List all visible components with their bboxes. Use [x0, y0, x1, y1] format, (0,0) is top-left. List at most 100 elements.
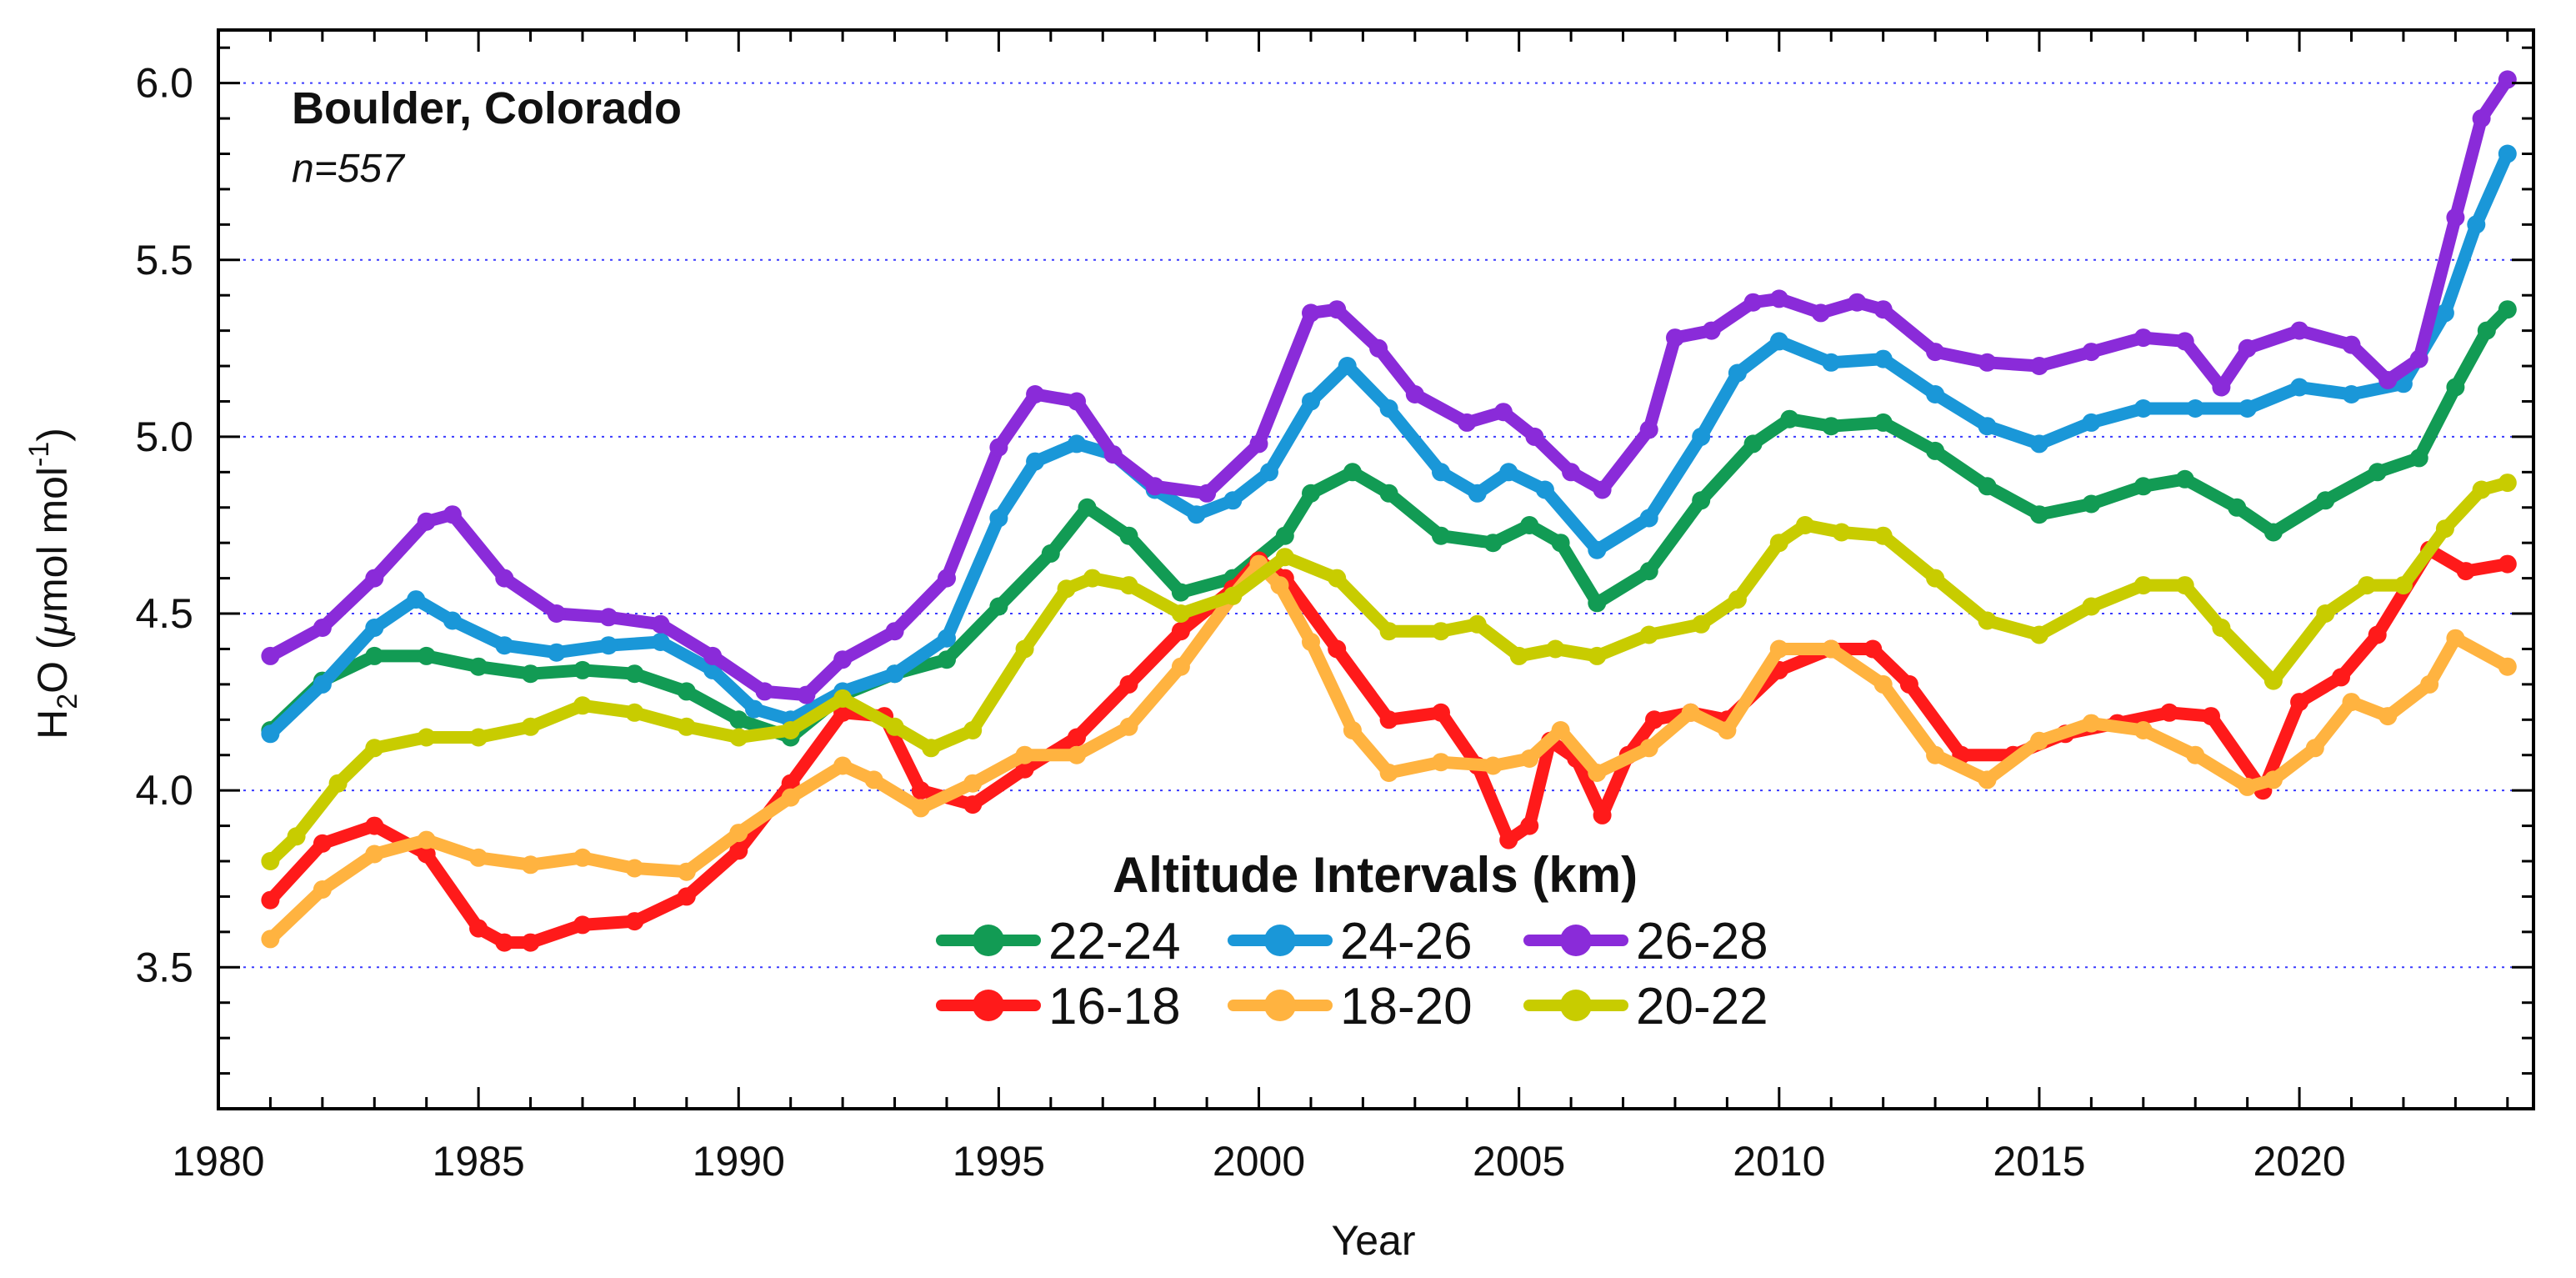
data-point	[1432, 622, 1450, 641]
data-point	[365, 844, 384, 864]
data-point	[2332, 668, 2350, 687]
data-point	[2082, 343, 2101, 362]
data-point	[1546, 639, 1565, 659]
data-point	[1702, 321, 1721, 340]
data-point	[703, 646, 723, 665]
data-point	[625, 859, 644, 878]
data-point	[1198, 484, 1217, 503]
data-point	[2498, 144, 2517, 163]
legend: Altitude Intervals (km) 22-24 24-26 26-28 1…	[936, 847, 1768, 1035]
data-point	[989, 597, 1008, 616]
data-point	[1978, 770, 1997, 789]
data-point	[261, 890, 280, 910]
data-point	[1588, 646, 1607, 665]
data-point	[1728, 363, 1747, 383]
data-point	[1432, 703, 1450, 722]
x-tick-label: 1985	[433, 1138, 525, 1185]
data-point	[1743, 434, 1763, 454]
data-point	[2238, 338, 2257, 358]
data-point	[1171, 657, 1190, 676]
data-point	[2175, 576, 2194, 595]
data-point	[2498, 70, 2517, 89]
data-point	[2202, 707, 2220, 726]
series-line	[263, 558, 2514, 945]
data-point	[313, 880, 332, 899]
data-point	[2305, 739, 2324, 758]
data-point	[729, 710, 748, 729]
data-point	[1978, 417, 1997, 436]
data-point	[729, 841, 748, 860]
data-point	[2472, 480, 2491, 499]
data-point	[2498, 554, 2517, 574]
data-point	[1119, 717, 1138, 736]
x-tick-label: 2000	[1213, 1138, 1305, 1185]
data-point	[729, 824, 748, 843]
data-point	[1926, 441, 1945, 460]
data-point	[1015, 745, 1034, 764]
data-point	[938, 650, 956, 669]
data-point	[1551, 534, 1570, 553]
data-point	[1728, 590, 1747, 609]
data-point	[1499, 830, 1518, 849]
data-point	[2029, 731, 2048, 750]
data-point	[599, 608, 618, 627]
data-point	[2029, 357, 2048, 375]
data-point	[2133, 477, 2153, 496]
data-point	[2368, 463, 2387, 482]
data-point	[365, 816, 384, 835]
data-point	[1432, 526, 1450, 545]
data-point	[2342, 693, 2361, 712]
data-point	[885, 717, 904, 736]
data-point	[885, 664, 904, 684]
legend-swatch-marker	[973, 925, 1004, 956]
data-point	[2186, 399, 2205, 418]
data-point	[625, 703, 644, 722]
data-point	[2082, 413, 2101, 432]
data-point	[1639, 562, 1658, 581]
data-point	[1119, 576, 1138, 595]
data-point	[797, 685, 816, 704]
axis-ticks: 3.5 4.0 4.5 5.0 5.5 6.0 1980 1985 1990 1995 2000 20…	[135, 30, 2533, 1185]
data-point	[1270, 576, 1289, 595]
data-point	[469, 848, 488, 867]
series-line	[263, 73, 2514, 702]
data-point	[885, 622, 904, 641]
data-point	[261, 646, 280, 665]
data-point	[1593, 480, 1612, 499]
data-point	[745, 699, 763, 719]
data-point	[2082, 494, 2101, 514]
data-point	[651, 633, 670, 651]
data-point	[365, 739, 384, 758]
x-tick-label: 1995	[953, 1138, 1045, 1185]
data-point	[1796, 516, 1814, 534]
data-point	[417, 844, 436, 864]
data-point	[2133, 399, 2153, 418]
data-point	[2477, 321, 2496, 340]
data-point	[1119, 674, 1138, 694]
data-point	[365, 569, 384, 588]
chart-subtitle: n=557	[292, 147, 406, 191]
series-20-22	[261, 474, 2517, 870]
legend-label: 22-24	[1048, 913, 1181, 970]
data-point	[1832, 523, 1851, 542]
data-point	[1588, 594, 1607, 613]
legend-label: 24-26	[1340, 913, 1473, 970]
data-point	[573, 660, 592, 679]
data-point	[1338, 357, 1357, 375]
legend-label: 16-18	[1048, 978, 1181, 1035]
location-annotation: Boulder, Colorado n=557	[292, 83, 682, 191]
series-layer	[261, 70, 2517, 952]
data-point	[1223, 586, 1243, 605]
y-tick-label: 4.0	[135, 767, 193, 814]
data-point	[1171, 604, 1190, 623]
data-point	[2420, 674, 2439, 694]
series-line	[263, 303, 2514, 744]
data-point	[1743, 293, 1763, 312]
series-24-26	[261, 144, 2517, 744]
data-point	[1343, 463, 1362, 482]
data-point	[1493, 403, 1513, 422]
data-point	[1520, 816, 1539, 835]
y-tick-label: 4.5	[135, 590, 193, 637]
data-point	[2290, 693, 2309, 712]
data-point	[1551, 721, 1570, 739]
